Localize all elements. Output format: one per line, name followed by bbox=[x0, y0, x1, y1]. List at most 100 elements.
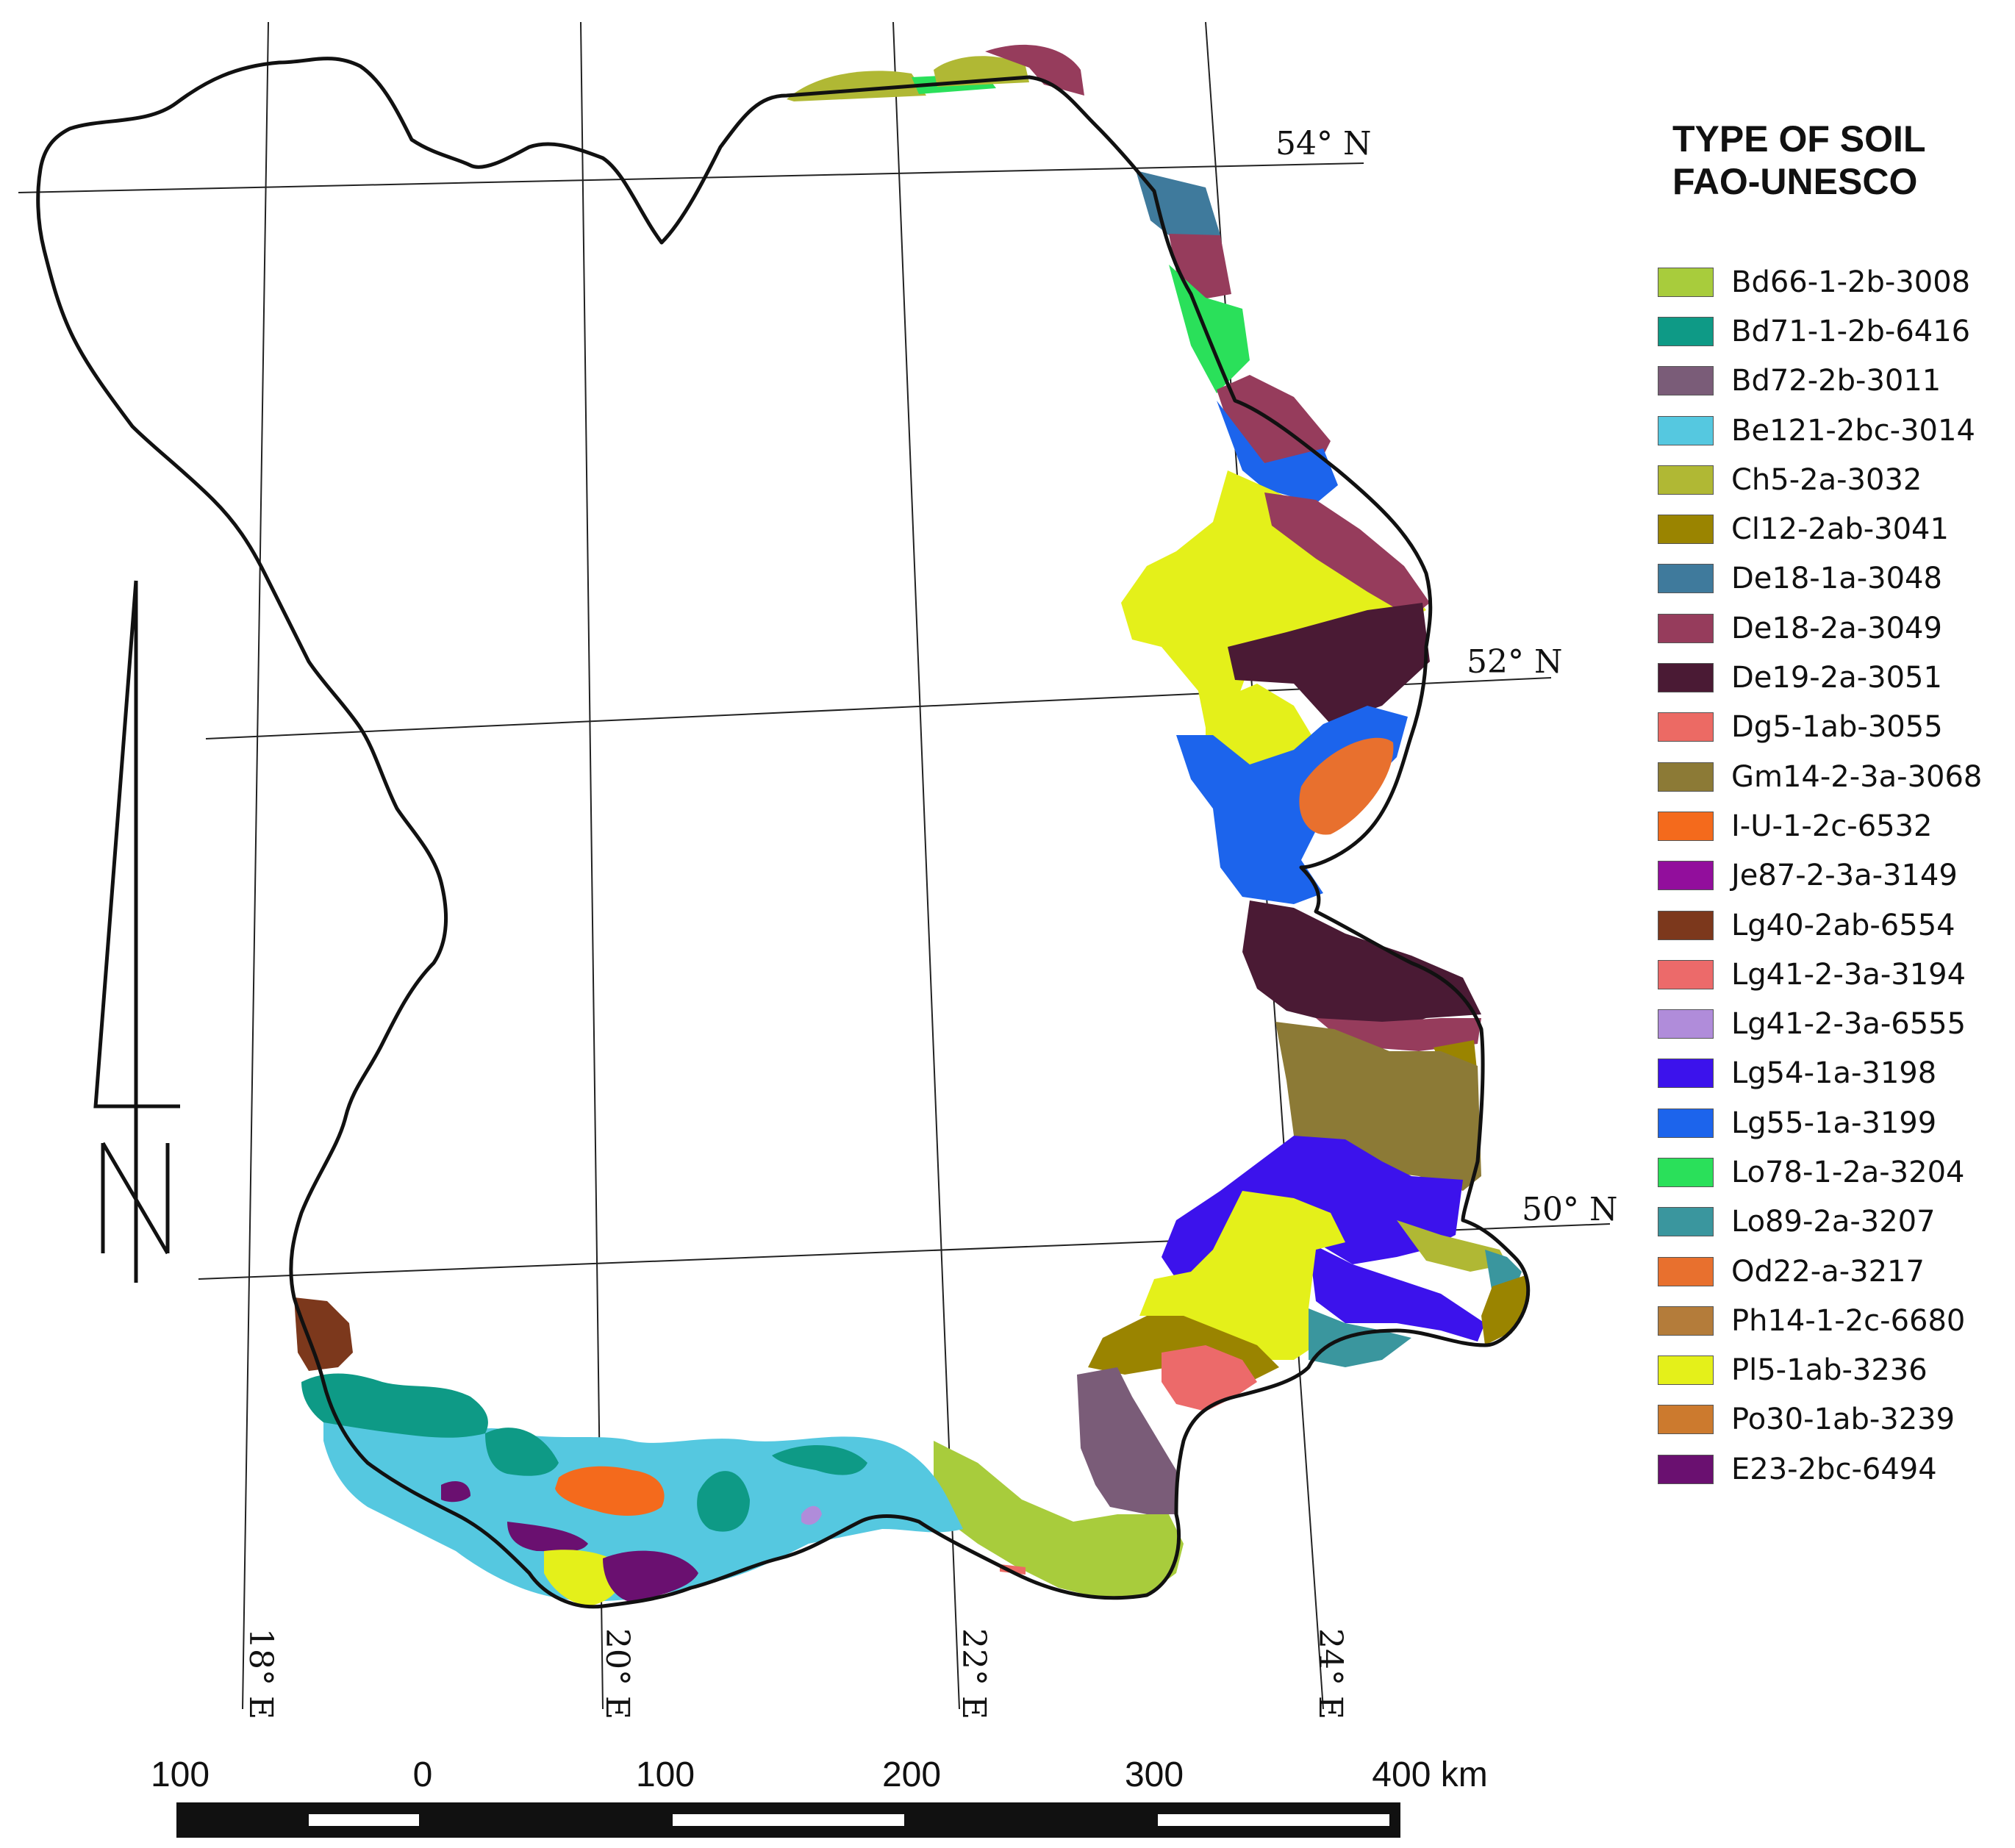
legend-label: Pl5-1ab-3236 bbox=[1731, 1353, 1928, 1388]
legend-item: De18-2a-3049 bbox=[1658, 604, 2003, 653]
soil-pl5-big bbox=[1121, 470, 1426, 728]
legend-label: Lg40-2ab-6554 bbox=[1731, 908, 1955, 942]
legend-title-line2: FAO-UNESCO bbox=[1672, 161, 1918, 202]
legend-label: Bd66-1-2b-3008 bbox=[1731, 265, 1971, 299]
scale-segment-2 bbox=[673, 1814, 904, 1826]
legend-label: E23-2bc-6494 bbox=[1731, 1452, 1937, 1486]
north-arrow bbox=[93, 580, 180, 1283]
scale-label-100: 100 bbox=[636, 1755, 695, 1794]
soil-bd72 bbox=[1077, 1367, 1176, 1514]
legend-label: Gm14-2-3a-3068 bbox=[1731, 759, 1983, 794]
legend-item: Bd71-1-2b-6416 bbox=[1658, 307, 2003, 356]
meridian-20e bbox=[580, 21, 604, 1710]
legend-item: Lg40-2ab-6554 bbox=[1658, 900, 2003, 950]
soil-bd71-b bbox=[485, 1428, 559, 1476]
legend-swatch bbox=[1658, 1009, 1714, 1039]
legend-swatch bbox=[1658, 959, 1714, 989]
legend-item: De19-2a-3051 bbox=[1658, 653, 2003, 702]
legend-swatch bbox=[1658, 811, 1714, 841]
legend-label: Bd72-2b-3011 bbox=[1731, 364, 1941, 398]
soil-iu-orange bbox=[555, 1466, 665, 1516]
legend-swatch bbox=[1658, 564, 1714, 594]
legend-label: Lg54-1a-3198 bbox=[1731, 1056, 1937, 1091]
legend-swatch bbox=[1658, 1207, 1714, 1237]
legend-list: Bd66-1-2b-3008 Bd71-1-2b-6416 Bd72-2b-3011… bbox=[1658, 257, 2003, 1494]
legend-swatch bbox=[1658, 267, 1714, 297]
legend-label: Lo78-1-2a-3204 bbox=[1731, 1155, 1965, 1189]
soil-de182-north bbox=[985, 44, 1084, 96]
legend-swatch bbox=[1658, 910, 1714, 940]
scale-bar: 100 0 100 200 300 400 km bbox=[151, 1755, 1488, 1838]
soil-ch5-se bbox=[1397, 1220, 1507, 1272]
legend-swatch bbox=[1658, 415, 1714, 445]
legend-item: Lg55-1a-3199 bbox=[1658, 1098, 2003, 1147]
legend-label: Od22-a-3217 bbox=[1731, 1254, 1925, 1289]
legend-item: Cl12-2ab-3041 bbox=[1658, 504, 2003, 554]
country-outline bbox=[36, 57, 1531, 1609]
legend-label: Dg5-1ab-3055 bbox=[1731, 710, 1943, 745]
legend-label: Be121-2bc-3014 bbox=[1731, 413, 1975, 448]
soil-de19-a bbox=[1228, 603, 1430, 724]
coordinate-labels: 54° N 52° N 50° N 18° E 20° E 22° E 24° … bbox=[242, 125, 1617, 1719]
soil-bd66-a bbox=[934, 1441, 1184, 1599]
soil-lo89-s bbox=[1309, 1308, 1411, 1367]
legend-swatch bbox=[1658, 712, 1714, 742]
legend-item: Ch5-2a-3032 bbox=[1658, 455, 2003, 504]
soil-e23-b bbox=[507, 1522, 588, 1552]
legend-swatch bbox=[1658, 1059, 1714, 1089]
meridian-18e bbox=[242, 21, 269, 1710]
scale-labels: 100 0 100 200 300 400 km bbox=[151, 1755, 1488, 1794]
label-18e: 18° E bbox=[242, 1628, 279, 1719]
legend-label: Lg41-2-3a-6555 bbox=[1731, 1007, 1966, 1042]
soil-dg5 bbox=[1000, 1564, 1026, 1575]
legend-swatch bbox=[1658, 1405, 1714, 1435]
soil-pl5-se bbox=[1139, 1191, 1345, 1360]
legend-item: Be121-2bc-3014 bbox=[1658, 406, 2003, 455]
legend-item: Je87-2-3a-3149 bbox=[1658, 851, 2003, 900]
soil-de181 bbox=[1136, 171, 1220, 235]
label-20e: 20° E bbox=[598, 1628, 636, 1719]
legend-item: Po30-1ab-3239 bbox=[1658, 1395, 2003, 1444]
legend-title-line1: TYPE OF SOIL bbox=[1672, 118, 1926, 160]
parallel-54 bbox=[18, 162, 1364, 193]
soil-e23-c bbox=[603, 1550, 698, 1602]
label-52n: 52° N bbox=[1467, 643, 1562, 681]
scale-label-neg100: 100 bbox=[151, 1755, 210, 1794]
legend-item: Od22-a-3217 bbox=[1658, 1247, 2003, 1296]
legend-swatch bbox=[1658, 663, 1714, 693]
scale-segment-1 bbox=[309, 1814, 419, 1826]
legend-item: Bd66-1-2b-3008 bbox=[1658, 257, 2003, 307]
soil-cl12-se bbox=[1481, 1275, 1529, 1345]
label-24e: 24° E bbox=[1311, 1628, 1349, 1719]
legend-swatch bbox=[1658, 1454, 1714, 1484]
soil-de182-c bbox=[1264, 493, 1430, 617]
scale-label-300: 300 bbox=[1125, 1755, 1184, 1794]
legend-item: Bd72-2b-3011 bbox=[1658, 357, 2003, 406]
soil-de19-b bbox=[1242, 900, 1481, 1033]
legend-swatch bbox=[1658, 1306, 1714, 1336]
legend-swatch bbox=[1658, 1355, 1714, 1386]
soil-bd71-c bbox=[697, 1471, 750, 1532]
legend-label: De18-1a-3048 bbox=[1731, 562, 1942, 596]
legend-item: I-U-1-2c-6532 bbox=[1658, 801, 2003, 850]
legend-swatch bbox=[1658, 1108, 1714, 1138]
legend-item: Lg41-2-3a-6555 bbox=[1658, 999, 2003, 1048]
scale-label-200: 200 bbox=[882, 1755, 941, 1794]
legend-swatch bbox=[1658, 366, 1714, 396]
legend-swatch bbox=[1658, 1256, 1714, 1286]
legend-label: Cl12-2ab-3041 bbox=[1731, 512, 1949, 547]
legend-swatch bbox=[1658, 762, 1714, 792]
legend-label: Ph14-1-2c-6680 bbox=[1731, 1303, 1966, 1338]
legend-item: Lg41-2-3a-3194 bbox=[1658, 950, 2003, 999]
soil-lg40 bbox=[294, 1297, 353, 1371]
soil-e23-a bbox=[441, 1481, 470, 1503]
scale-label-0: 0 bbox=[413, 1755, 433, 1794]
soil-bd71-a bbox=[301, 1373, 488, 1438]
legend-swatch bbox=[1658, 465, 1714, 495]
label-22e: 22° E bbox=[955, 1628, 992, 1719]
soil-lo78-east bbox=[1169, 265, 1250, 393]
legend-label: I-U-1-2c-6532 bbox=[1731, 809, 1933, 843]
label-54n: 54° N bbox=[1275, 125, 1371, 162]
north-arrow-head bbox=[93, 580, 180, 1109]
